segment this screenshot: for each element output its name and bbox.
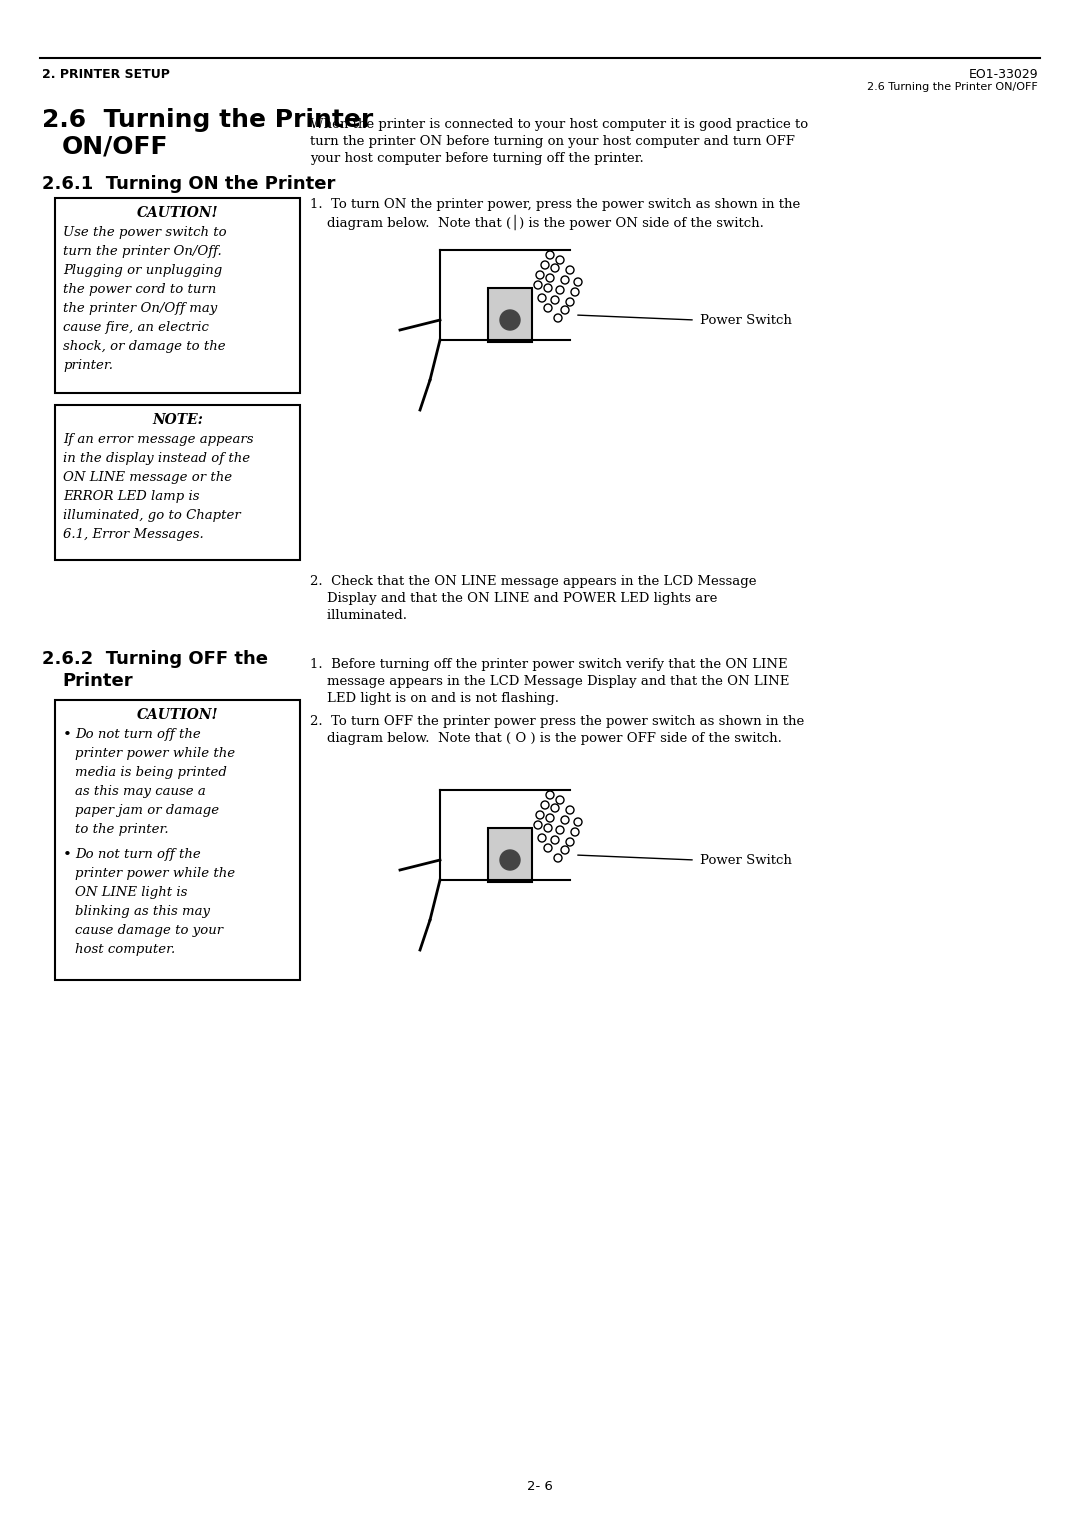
Text: 1.  To turn ON the printer power, press the power switch as shown in the: 1. To turn ON the printer power, press t… bbox=[310, 198, 800, 210]
Text: as this may cause a: as this may cause a bbox=[75, 785, 206, 798]
Circle shape bbox=[500, 849, 519, 869]
FancyBboxPatch shape bbox=[55, 406, 300, 560]
Text: turn the printer ON before turning on your host computer and turn OFF: turn the printer ON before turning on yo… bbox=[310, 136, 795, 148]
Text: Power Switch: Power Switch bbox=[700, 854, 792, 866]
Text: ON LINE light is: ON LINE light is bbox=[75, 886, 187, 900]
Text: the printer On/Off may: the printer On/Off may bbox=[63, 302, 217, 316]
Text: cause damage to your: cause damage to your bbox=[75, 924, 224, 936]
Text: turn the printer On/Off.: turn the printer On/Off. bbox=[63, 246, 221, 258]
Text: in the display instead of the: in the display instead of the bbox=[63, 451, 251, 465]
FancyBboxPatch shape bbox=[55, 198, 300, 393]
Text: your host computer before turning off the printer.: your host computer before turning off th… bbox=[310, 152, 644, 165]
Text: media is being printed: media is being printed bbox=[75, 766, 227, 779]
Text: EO1-33029: EO1-33029 bbox=[969, 69, 1038, 81]
Text: diagram below.  Note that ( O ) is the power OFF side of the switch.: diagram below. Note that ( O ) is the po… bbox=[310, 732, 782, 746]
Text: •: • bbox=[63, 848, 72, 862]
Text: diagram below.  Note that (│) is the power ON side of the switch.: diagram below. Note that (│) is the powe… bbox=[310, 215, 764, 230]
Text: paper jam or damage: paper jam or damage bbox=[75, 804, 219, 817]
Text: printer.: printer. bbox=[63, 358, 113, 372]
Text: 2.6.1  Turning ON the Printer: 2.6.1 Turning ON the Printer bbox=[42, 175, 336, 194]
Text: 1.  Before turning off the printer power switch verify that the ON LINE: 1. Before turning off the printer power … bbox=[310, 657, 787, 671]
Text: If an error message appears: If an error message appears bbox=[63, 433, 254, 445]
Text: Power Switch: Power Switch bbox=[700, 314, 792, 326]
Text: 2.  To turn OFF the printer power press the power switch as shown in the: 2. To turn OFF the printer power press t… bbox=[310, 715, 805, 727]
Text: CAUTION!: CAUTION! bbox=[137, 206, 218, 220]
Text: to the printer.: to the printer. bbox=[75, 824, 168, 836]
Text: NOTE:: NOTE: bbox=[152, 413, 203, 427]
Circle shape bbox=[500, 310, 519, 329]
Text: ERROR LED lamp is: ERROR LED lamp is bbox=[63, 490, 200, 503]
Text: ON/OFF: ON/OFF bbox=[62, 136, 168, 159]
Text: Plugging or unplugging: Plugging or unplugging bbox=[63, 264, 222, 278]
Text: •: • bbox=[63, 727, 72, 743]
Text: CAUTION!: CAUTION! bbox=[137, 708, 218, 721]
Text: host computer.: host computer. bbox=[75, 942, 175, 956]
Text: 2.6  Turning the Printer: 2.6 Turning the Printer bbox=[42, 108, 374, 133]
Text: printer power while the: printer power while the bbox=[75, 747, 235, 759]
FancyBboxPatch shape bbox=[55, 700, 300, 981]
Text: illuminated, go to Chapter: illuminated, go to Chapter bbox=[63, 509, 241, 522]
Text: 2- 6: 2- 6 bbox=[527, 1479, 553, 1493]
FancyBboxPatch shape bbox=[488, 288, 532, 342]
Text: 2.6 Turning the Printer ON/OFF: 2.6 Turning the Printer ON/OFF bbox=[867, 82, 1038, 91]
FancyBboxPatch shape bbox=[488, 828, 532, 881]
Text: printer power while the: printer power while the bbox=[75, 868, 235, 880]
Text: Do not turn off the: Do not turn off the bbox=[75, 727, 201, 741]
Text: message appears in the LCD Message Display and that the ON LINE: message appears in the LCD Message Displ… bbox=[310, 676, 789, 688]
Text: 6.1, Error Messages.: 6.1, Error Messages. bbox=[63, 528, 204, 541]
Text: blinking as this may: blinking as this may bbox=[75, 904, 210, 918]
Text: 2.  Check that the ON LINE message appears in the LCD Message: 2. Check that the ON LINE message appear… bbox=[310, 575, 756, 589]
Text: Use the power switch to: Use the power switch to bbox=[63, 226, 227, 239]
Text: the power cord to turn: the power cord to turn bbox=[63, 284, 216, 296]
Text: Do not turn off the: Do not turn off the bbox=[75, 848, 201, 862]
Text: ON LINE message or the: ON LINE message or the bbox=[63, 471, 232, 483]
Text: cause fire, an electric: cause fire, an electric bbox=[63, 320, 208, 334]
Text: Display and that the ON LINE and POWER LED lights are: Display and that the ON LINE and POWER L… bbox=[310, 592, 717, 605]
Text: Printer: Printer bbox=[62, 673, 133, 689]
Text: LED light is on and is not flashing.: LED light is on and is not flashing. bbox=[310, 692, 559, 705]
Text: 2. PRINTER SETUP: 2. PRINTER SETUP bbox=[42, 69, 170, 81]
Text: illuminated.: illuminated. bbox=[310, 608, 407, 622]
Text: When the printer is connected to your host computer it is good practice to: When the printer is connected to your ho… bbox=[310, 117, 808, 131]
Text: shock, or damage to the: shock, or damage to the bbox=[63, 340, 226, 352]
Text: 2.6.2  Turning OFF the: 2.6.2 Turning OFF the bbox=[42, 650, 268, 668]
